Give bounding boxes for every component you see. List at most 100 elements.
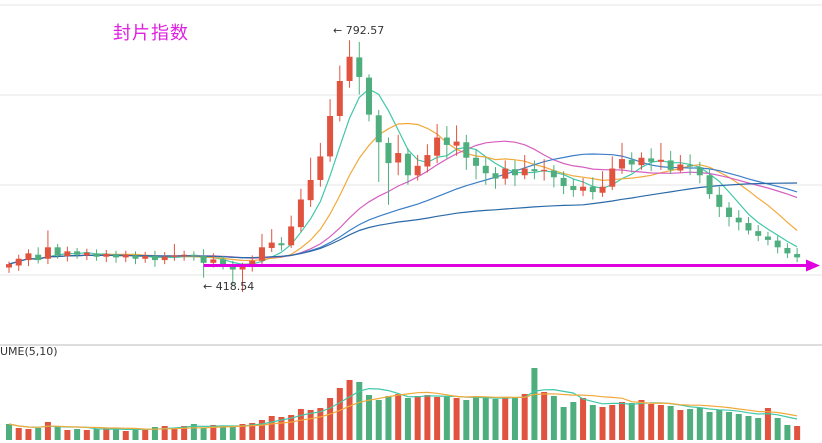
candle-body	[258, 247, 265, 261]
candle	[356, 41, 363, 95]
candle-body	[550, 170, 557, 178]
volume-bar	[473, 396, 480, 440]
candle-body	[687, 165, 694, 167]
candle	[541, 159, 548, 181]
candle-body	[580, 186, 587, 191]
candle	[716, 186, 723, 217]
candle	[161, 252, 168, 265]
candle	[511, 160, 518, 187]
candle	[784, 243, 791, 259]
candle	[648, 148, 655, 172]
volume-bar	[317, 408, 324, 440]
candle	[93, 249, 100, 261]
candle-body	[103, 254, 110, 257]
volume-bar	[132, 430, 139, 440]
candle	[424, 144, 431, 173]
candle-body	[336, 80, 343, 116]
candle	[434, 124, 441, 164]
volume-bar	[44, 422, 51, 440]
volume-bar	[784, 425, 791, 440]
candle-body	[288, 226, 295, 246]
candle	[404, 148, 411, 185]
candle	[560, 171, 567, 195]
candle-body	[657, 159, 664, 162]
support-arrow-head	[806, 259, 820, 272]
volume-bar	[93, 429, 100, 440]
volume-bar	[239, 424, 246, 440]
candle	[570, 178, 577, 197]
candle-body	[113, 254, 120, 258]
candle	[190, 251, 197, 261]
candle-body	[794, 254, 801, 258]
volume-bar	[297, 409, 304, 440]
volume-bar	[648, 404, 655, 440]
candle-body	[307, 179, 314, 201]
ma20-line	[8, 140, 798, 265]
candle-body	[443, 137, 450, 145]
candle	[268, 229, 275, 253]
volume-bar	[83, 430, 90, 440]
grid-lines	[0, 4, 822, 346]
candle	[706, 168, 713, 199]
volume-bar	[356, 382, 363, 440]
volume-bar	[395, 394, 402, 440]
volume-bar	[210, 425, 217, 440]
candle	[258, 233, 265, 266]
candle	[667, 151, 674, 174]
volume-bar	[171, 428, 178, 440]
ma10-line	[8, 122, 798, 265]
candle-body	[628, 159, 635, 165]
candle	[755, 225, 762, 242]
candle	[200, 249, 207, 278]
candle-body	[716, 194, 723, 207]
candle	[609, 156, 616, 191]
candle	[239, 262, 246, 293]
volume-bar	[726, 412, 733, 440]
candle	[74, 247, 81, 259]
candle-body	[25, 253, 32, 261]
volume-bar	[15, 428, 22, 440]
candle-body	[346, 56, 353, 81]
candle-body	[181, 254, 188, 256]
volume-bar	[638, 400, 645, 440]
volume-bar	[375, 400, 382, 440]
candle	[395, 134, 402, 176]
moving-average-lines	[8, 88, 798, 265]
volume-bar	[706, 412, 713, 440]
volume-bar	[764, 408, 771, 440]
candle	[249, 255, 256, 272]
volume-bar	[327, 398, 334, 440]
volume-bar	[755, 418, 762, 440]
candle-body	[239, 265, 246, 270]
candle-body	[35, 254, 42, 261]
candle-body	[249, 260, 256, 267]
candle-body	[151, 256, 158, 261]
candle	[492, 167, 499, 189]
volume-bar	[735, 414, 742, 440]
candle	[327, 99, 334, 162]
volume-bar	[531, 368, 538, 440]
volume-bar	[482, 398, 489, 440]
candle-body	[278, 243, 285, 246]
volume-bar	[35, 428, 42, 440]
candle-body	[434, 137, 441, 156]
candle-body	[560, 177, 567, 187]
candle-body	[317, 156, 324, 180]
candle-body	[599, 186, 606, 193]
support-arrow	[203, 259, 820, 272]
candle-body	[667, 160, 674, 170]
volume-bar	[113, 429, 120, 440]
candle-body	[93, 253, 100, 257]
candle-body	[404, 153, 411, 176]
candle-body	[502, 168, 509, 179]
candle-body	[142, 256, 149, 259]
volume-bar	[25, 429, 32, 440]
candle-body	[609, 168, 616, 187]
candle-body	[677, 164, 684, 171]
volume-bar	[229, 427, 236, 440]
candle	[113, 250, 120, 263]
volume-bar	[103, 428, 110, 440]
candle	[745, 217, 752, 235]
volume-bar	[181, 426, 188, 440]
candle-body	[570, 186, 577, 191]
